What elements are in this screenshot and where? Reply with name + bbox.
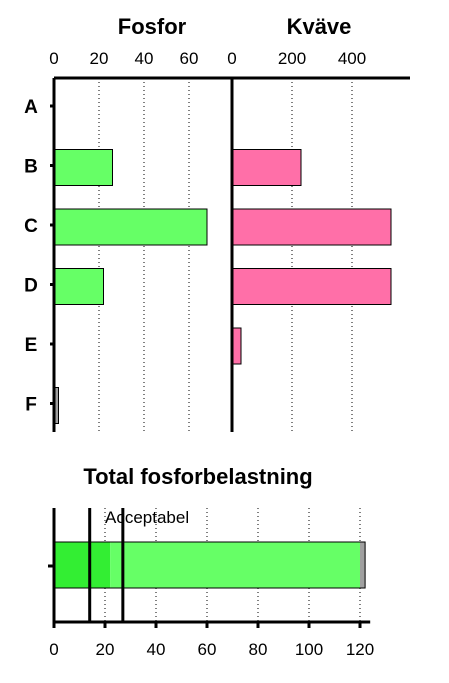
- kvave-tick-label: 0: [227, 49, 236, 68]
- fosfor-bar-b: [53, 149, 113, 186]
- total-tick-label: 0: [49, 640, 58, 659]
- fosfor-tick-label: 60: [180, 49, 199, 68]
- total-tick-label: 80: [249, 640, 268, 659]
- fosfor-tick-label: 0: [49, 49, 58, 68]
- total-tick-label: 20: [96, 640, 115, 659]
- kvave-title: Kväve: [287, 14, 352, 39]
- total-tick-label: 100: [295, 640, 323, 659]
- category-label-e: E: [25, 335, 38, 356]
- fosfor-tick-label: 20: [90, 49, 109, 68]
- category-label-f: F: [25, 395, 37, 416]
- total-segment-2: [360, 542, 366, 588]
- category-label-b: B: [24, 157, 38, 178]
- category-label-d: D: [24, 276, 38, 297]
- fosfor-title: Fosfor: [118, 14, 187, 39]
- fosfor-bar-d: [53, 268, 104, 305]
- acceptable-label: Acceptabel: [105, 508, 189, 527]
- total-tick-label: 60: [198, 640, 217, 659]
- total-tick-label: 40: [147, 640, 166, 659]
- fosfor-tick-label: 40: [135, 49, 154, 68]
- kvave-tick-label: 400: [338, 49, 366, 68]
- kvave-bar-c: [231, 208, 392, 246]
- total-segment-0: [54, 542, 111, 588]
- kvave-tick-label: 200: [278, 49, 306, 68]
- total-segment-1: [110, 542, 360, 588]
- kvave-bar-b: [231, 149, 302, 186]
- fosfor-bar-c: [53, 208, 208, 246]
- kvave-bar-d: [231, 268, 392, 305]
- category-label-a: A: [24, 97, 38, 118]
- total-title: Total fosforbelastning: [83, 464, 312, 489]
- category-label-c: C: [24, 216, 38, 237]
- total-tick-label: 120: [346, 640, 374, 659]
